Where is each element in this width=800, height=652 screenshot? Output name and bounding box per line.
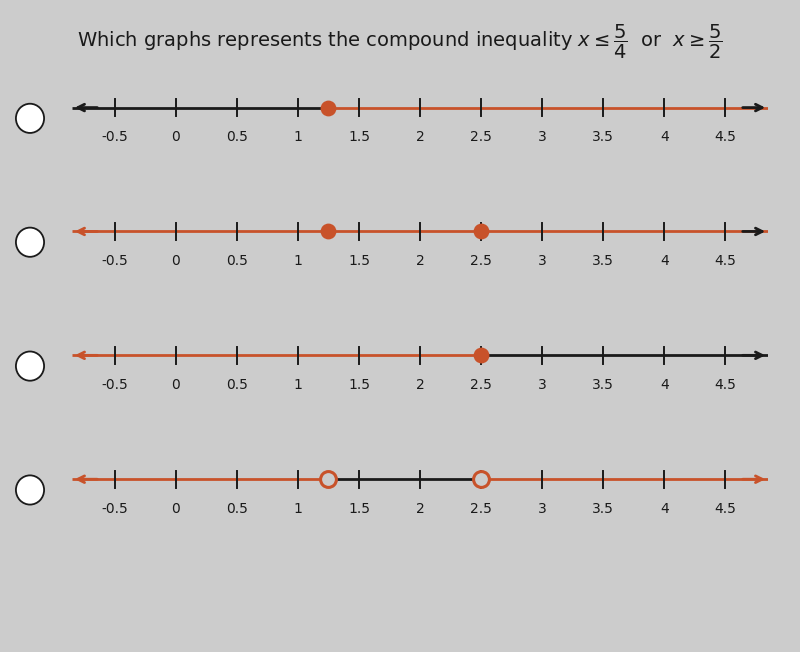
Text: 4: 4: [660, 130, 669, 144]
Text: 3: 3: [538, 130, 546, 144]
Text: 3.5: 3.5: [592, 378, 614, 392]
Text: 4.5: 4.5: [714, 130, 736, 144]
Circle shape: [16, 351, 44, 381]
Text: 3: 3: [538, 254, 546, 268]
Text: 1.5: 1.5: [348, 254, 370, 268]
Text: 2.5: 2.5: [470, 502, 492, 516]
Text: 1: 1: [294, 378, 302, 392]
Text: 1.5: 1.5: [348, 502, 370, 516]
Text: 0: 0: [171, 502, 180, 516]
Text: 1.5: 1.5: [348, 130, 370, 144]
Text: 0: 0: [171, 130, 180, 144]
Text: 3: 3: [538, 378, 546, 392]
Text: -0.5: -0.5: [102, 502, 128, 516]
Text: 0.5: 0.5: [226, 502, 248, 516]
Text: 2.5: 2.5: [470, 378, 492, 392]
Text: 2: 2: [416, 502, 424, 516]
Text: 4: 4: [660, 254, 669, 268]
Circle shape: [16, 104, 44, 133]
Text: 3.5: 3.5: [592, 130, 614, 144]
Text: 0: 0: [171, 378, 180, 392]
Text: 3.5: 3.5: [592, 254, 614, 268]
Text: 4: 4: [660, 378, 669, 392]
Point: [322, 102, 335, 113]
Text: 1: 1: [294, 254, 302, 268]
Text: 2: 2: [416, 378, 424, 392]
Text: 0.5: 0.5: [226, 130, 248, 144]
Text: Which graphs represents the compound inequality $x \leq \dfrac{5}{4}$  or  $x \g: Which graphs represents the compound ine…: [77, 23, 723, 61]
Text: 1.5: 1.5: [348, 378, 370, 392]
Text: 1: 1: [294, 502, 302, 516]
Text: 2: 2: [416, 254, 424, 268]
Circle shape: [16, 475, 44, 505]
Text: 2.5: 2.5: [470, 130, 492, 144]
Point: [322, 474, 335, 484]
Point: [322, 226, 335, 237]
Circle shape: [16, 228, 44, 257]
Text: 0: 0: [171, 254, 180, 268]
Text: 1: 1: [294, 130, 302, 144]
Text: 4.5: 4.5: [714, 378, 736, 392]
Text: 4.5: 4.5: [714, 254, 736, 268]
Text: -0.5: -0.5: [102, 254, 128, 268]
Text: 0.5: 0.5: [226, 254, 248, 268]
Text: 4.5: 4.5: [714, 502, 736, 516]
Point: [474, 350, 487, 361]
Text: -0.5: -0.5: [102, 378, 128, 392]
Text: 3: 3: [538, 502, 546, 516]
Text: 3.5: 3.5: [592, 502, 614, 516]
Point: [474, 474, 487, 484]
Point: [474, 226, 487, 237]
Text: 4: 4: [660, 502, 669, 516]
Text: 0.5: 0.5: [226, 378, 248, 392]
Text: 2.5: 2.5: [470, 254, 492, 268]
Text: 2: 2: [416, 130, 424, 144]
Text: -0.5: -0.5: [102, 130, 128, 144]
